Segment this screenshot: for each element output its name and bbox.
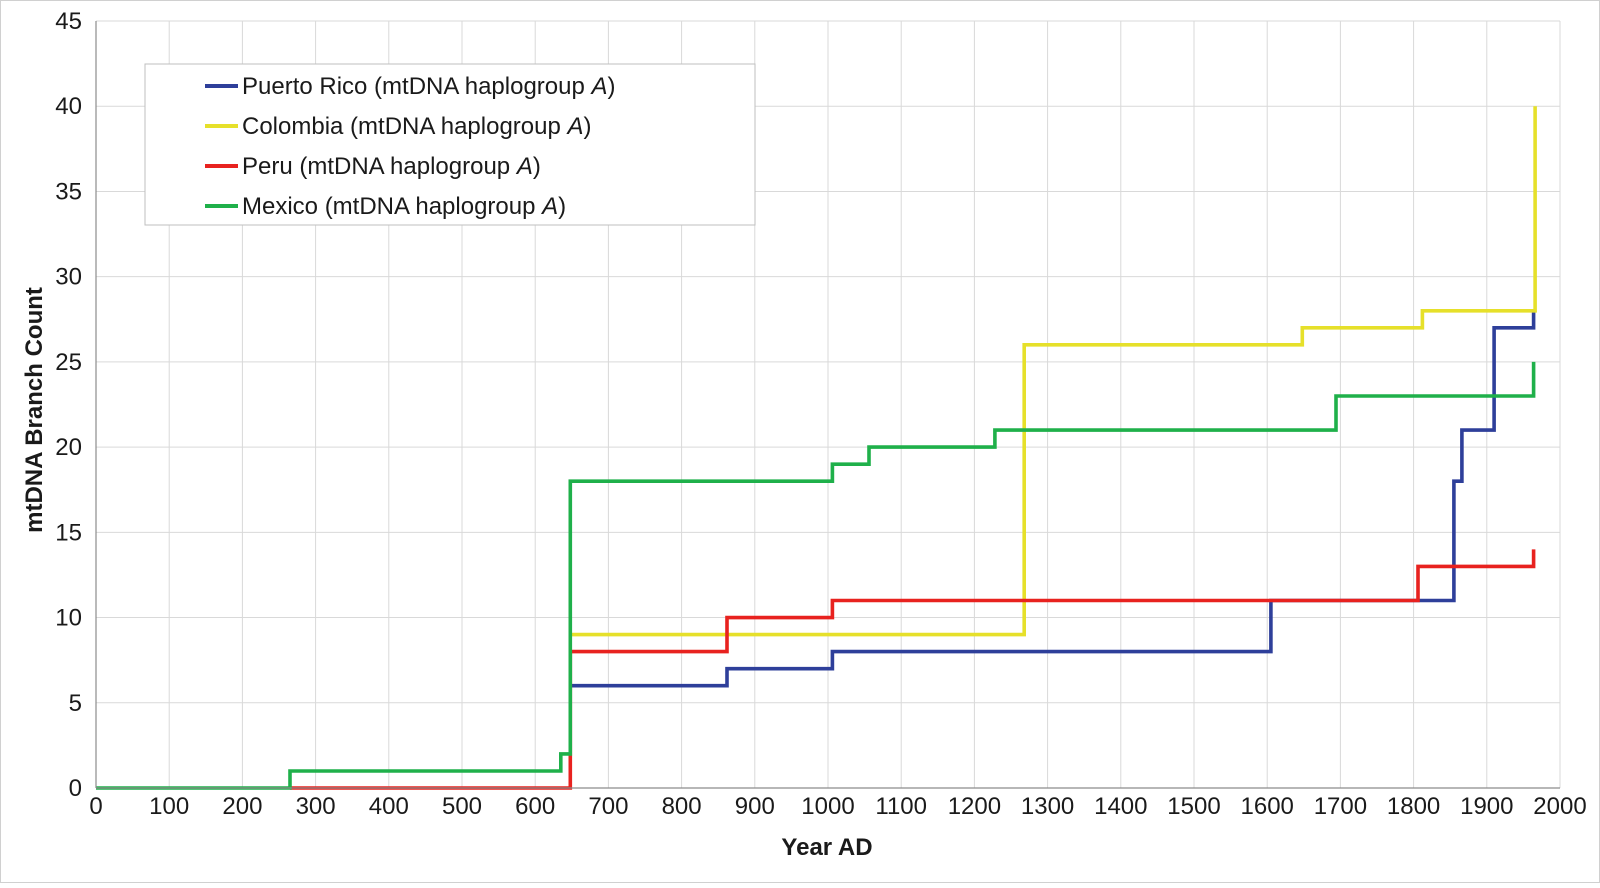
y-tick-label: 0	[69, 775, 82, 802]
y-tick-label: 10	[55, 605, 82, 632]
x-tick-label: 2000	[1533, 793, 1586, 820]
x-tick-label: 1900	[1460, 793, 1513, 820]
x-tick-label: 0	[89, 793, 102, 820]
x-tick-label: 600	[515, 793, 555, 820]
x-tick-label: 200	[222, 793, 262, 820]
series-line-puerto-rico	[570, 310, 1536, 688]
x-tick-label: 1600	[1241, 793, 1294, 820]
y-tick-label: 45	[55, 8, 82, 35]
y-tick-label: 20	[55, 434, 82, 461]
series-layer	[96, 106, 1537, 790]
x-tick-label: 900	[735, 793, 775, 820]
x-tick-label: 1200	[948, 793, 1001, 820]
x-tick-label: 1100	[875, 793, 927, 820]
x-tick-label: 700	[588, 793, 628, 820]
x-tick-label: 100	[149, 793, 189, 820]
y-tick-label: 15	[55, 519, 82, 546]
x-axis-title: Year AD	[781, 834, 872, 861]
legend-entry: Mexico (mtDNA haplogroup A)	[242, 193, 566, 220]
legend: Puerto Rico (mtDNA haplogroup A) Colombia…	[144, 63, 756, 226]
y-axis-title: mtDNA Branch Count	[21, 287, 48, 533]
y-tick-label: 5	[69, 690, 82, 717]
x-tick-label: 1700	[1314, 793, 1367, 820]
y-tick-labels: 0 5 10 15 20 25 30 35 40 45	[55, 8, 82, 802]
series-line-colombia	[570, 106, 1537, 637]
x-tick-label: 1500	[1167, 793, 1220, 820]
y-tick-label: 30	[55, 264, 82, 291]
y-tick-label: 35	[55, 178, 82, 205]
x-tick-label: 1300	[1021, 793, 1074, 820]
legend-entry: Peru (mtDNA haplogroup A)	[242, 153, 541, 180]
x-tick-label: 500	[442, 793, 482, 820]
x-tick-label: 1800	[1387, 793, 1440, 820]
axes	[95, 21, 1560, 789]
x-tick-label: 1000	[801, 793, 854, 820]
x-tick-label: 800	[662, 793, 702, 820]
x-tick-label: 1400	[1094, 793, 1147, 820]
x-tick-labels: 0 100 200 300 400 500 600 700 800 900 1000 1100 1200…	[89, 793, 1586, 820]
legend-entry: Colombia (mtDNA haplogroup A)	[242, 113, 592, 140]
series-line-mexico	[96, 361, 1536, 790]
legend-box	[144, 63, 756, 226]
y-tick-label: 40	[55, 93, 82, 120]
legend-entry: Puerto Rico (mtDNA haplogroup A)	[242, 73, 616, 100]
x-tick-label: 300	[296, 793, 336, 820]
y-tick-label: 25	[55, 349, 82, 376]
x-tick-label: 400	[369, 793, 409, 820]
